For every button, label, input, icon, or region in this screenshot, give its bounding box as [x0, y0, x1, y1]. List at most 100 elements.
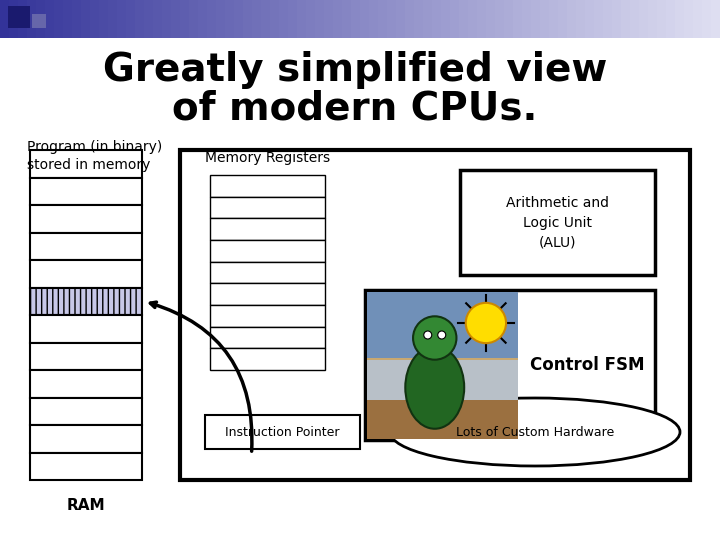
Bar [621, 0, 630, 38]
Bar [306, 0, 315, 38]
Bar [657, 0, 666, 38]
Bar [367, 400, 518, 439]
Bar [30, 233, 142, 260]
Bar [210, 262, 325, 284]
Bar [288, 0, 297, 38]
Bar [495, 0, 504, 38]
Bar [30, 342, 142, 370]
Bar [441, 0, 450, 38]
Bar [432, 0, 441, 38]
Bar [666, 0, 675, 38]
Bar [477, 0, 486, 38]
Bar [243, 0, 252, 38]
Bar [30, 260, 142, 287]
Bar [153, 0, 162, 38]
Bar [522, 0, 531, 38]
Bar [369, 0, 378, 38]
Bar [567, 0, 576, 38]
Ellipse shape [390, 398, 680, 466]
Bar [189, 0, 198, 38]
Circle shape [466, 303, 506, 343]
Bar [30, 397, 142, 425]
Bar [81, 0, 90, 38]
Bar [30, 425, 142, 453]
Bar [30, 370, 142, 397]
Bar [333, 0, 342, 38]
Bar [198, 0, 207, 38]
Bar [210, 348, 325, 370]
Bar [648, 0, 657, 38]
Circle shape [413, 316, 456, 360]
Bar [63, 0, 72, 38]
Circle shape [424, 331, 432, 339]
Bar [405, 0, 414, 38]
Bar [594, 0, 603, 38]
Bar [99, 0, 108, 38]
Text: Control FSM: Control FSM [530, 356, 644, 374]
Bar [54, 0, 63, 38]
Bar [18, 0, 27, 38]
Bar [126, 0, 135, 38]
Bar [0, 0, 9, 38]
Bar [603, 0, 612, 38]
Bar [504, 0, 513, 38]
Bar [30, 205, 142, 233]
Bar [693, 0, 702, 38]
Bar [367, 360, 518, 400]
Bar [549, 0, 558, 38]
Bar [30, 453, 142, 480]
Text: Greatly simplified view: Greatly simplified view [103, 51, 607, 89]
Bar [210, 240, 325, 262]
Bar [27, 0, 36, 38]
Bar [365, 290, 655, 440]
Bar [30, 287, 142, 315]
Bar [279, 0, 288, 38]
Bar [378, 0, 387, 38]
Bar [342, 0, 351, 38]
Bar [135, 0, 144, 38]
Bar [30, 315, 142, 342]
Bar [486, 0, 495, 38]
Bar [210, 197, 325, 218]
Bar [30, 150, 142, 178]
Bar [297, 0, 306, 38]
Bar [207, 0, 216, 38]
Bar [585, 0, 594, 38]
Bar [216, 0, 225, 38]
Bar [117, 0, 126, 38]
Text: Instruction Pointer: Instruction Pointer [225, 426, 340, 438]
Text: Arithmetic and
Logic Unit
(ALU): Arithmetic and Logic Unit (ALU) [506, 196, 609, 249]
Bar [468, 0, 477, 38]
Bar [367, 292, 518, 438]
Bar [210, 284, 325, 305]
Bar [162, 0, 171, 38]
Bar [460, 170, 655, 275]
Bar [387, 0, 396, 38]
Bar [8, 6, 30, 28]
Bar [180, 0, 189, 38]
Bar [270, 0, 279, 38]
Bar [210, 175, 325, 197]
Bar [558, 0, 567, 38]
Circle shape [438, 331, 446, 339]
Bar [360, 0, 369, 38]
Bar [540, 0, 549, 38]
Text: Lots of Custom Hardware: Lots of Custom Hardware [456, 426, 614, 438]
Bar [576, 0, 585, 38]
Text: Memory Registers: Memory Registers [205, 151, 330, 165]
Bar [30, 178, 142, 205]
Bar [252, 0, 261, 38]
Bar [261, 0, 270, 38]
Text: of modern CPUs.: of modern CPUs. [172, 89, 538, 127]
Bar [234, 0, 243, 38]
Bar [630, 0, 639, 38]
Text: Program (in binary)
stored in memory: Program (in binary) stored in memory [27, 140, 162, 172]
Bar [171, 0, 180, 38]
Bar [36, 0, 45, 38]
Bar [90, 0, 99, 38]
Bar [414, 0, 423, 38]
Bar [210, 218, 325, 240]
Bar [450, 0, 459, 38]
Bar [72, 0, 81, 38]
Bar [32, 14, 46, 28]
